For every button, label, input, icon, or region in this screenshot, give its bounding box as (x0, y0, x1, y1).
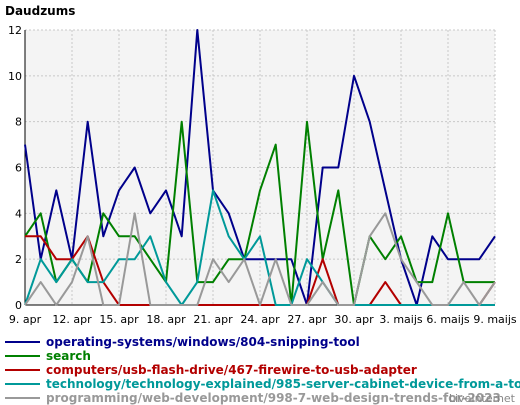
y-tick-label: 0 (15, 299, 22, 312)
credit-label: LiveInternet (449, 392, 516, 405)
y-tick-label: 6 (15, 162, 22, 175)
chart-title: Daudzums (5, 4, 75, 18)
x-tick-label: 24. apr (240, 313, 280, 326)
x-tick-label: 21. apr (193, 313, 233, 326)
x-tick-label: 30. apr (334, 313, 374, 326)
x-tick-label: 27. apr (287, 313, 327, 326)
series-line-4 (24, 189, 495, 306)
legend-label-5: programming/web-development/998-7-web-de… (46, 391, 501, 405)
y-tick-label: 4 (15, 207, 22, 220)
x-tick-label: 9. apr (9, 313, 42, 326)
x-tick-label: 6. maijs (426, 313, 470, 326)
legend: operating-systems/windows/804-snipping-t… (5, 335, 520, 405)
x-tick-label: 12. apr (52, 313, 92, 326)
legend-label-3: computers/usb-flash-drive/467-firewire-t… (46, 363, 417, 377)
series-lines (24, 29, 496, 306)
y-tick-label: 10 (8, 70, 22, 83)
y-tick-label: 12 (8, 24, 22, 37)
x-tick-label: 15. apr (99, 313, 139, 326)
legend-label-4: technology/technology-explained/985-serv… (46, 377, 520, 391)
y-tick-label: 8 (15, 116, 22, 129)
y-tick-labels: 0 2 4 6 8 10 12 (8, 24, 22, 312)
x-tick-label: 3. maijs (379, 313, 423, 326)
y-tick-label: 2 (15, 253, 22, 266)
x-tick-label: 18. apr (146, 313, 186, 326)
legend-label-2: search (46, 349, 91, 363)
series-line-5 (24, 212, 496, 306)
x-tick-labels: 9. apr 12. apr 15. apr 18. apr 21. apr 24. ap… (9, 313, 517, 326)
x-tick-label: 9. maijs (473, 313, 517, 326)
grid (25, 29, 496, 305)
legend-label-1: operating-systems/windows/804-snipping-t… (46, 335, 360, 349)
